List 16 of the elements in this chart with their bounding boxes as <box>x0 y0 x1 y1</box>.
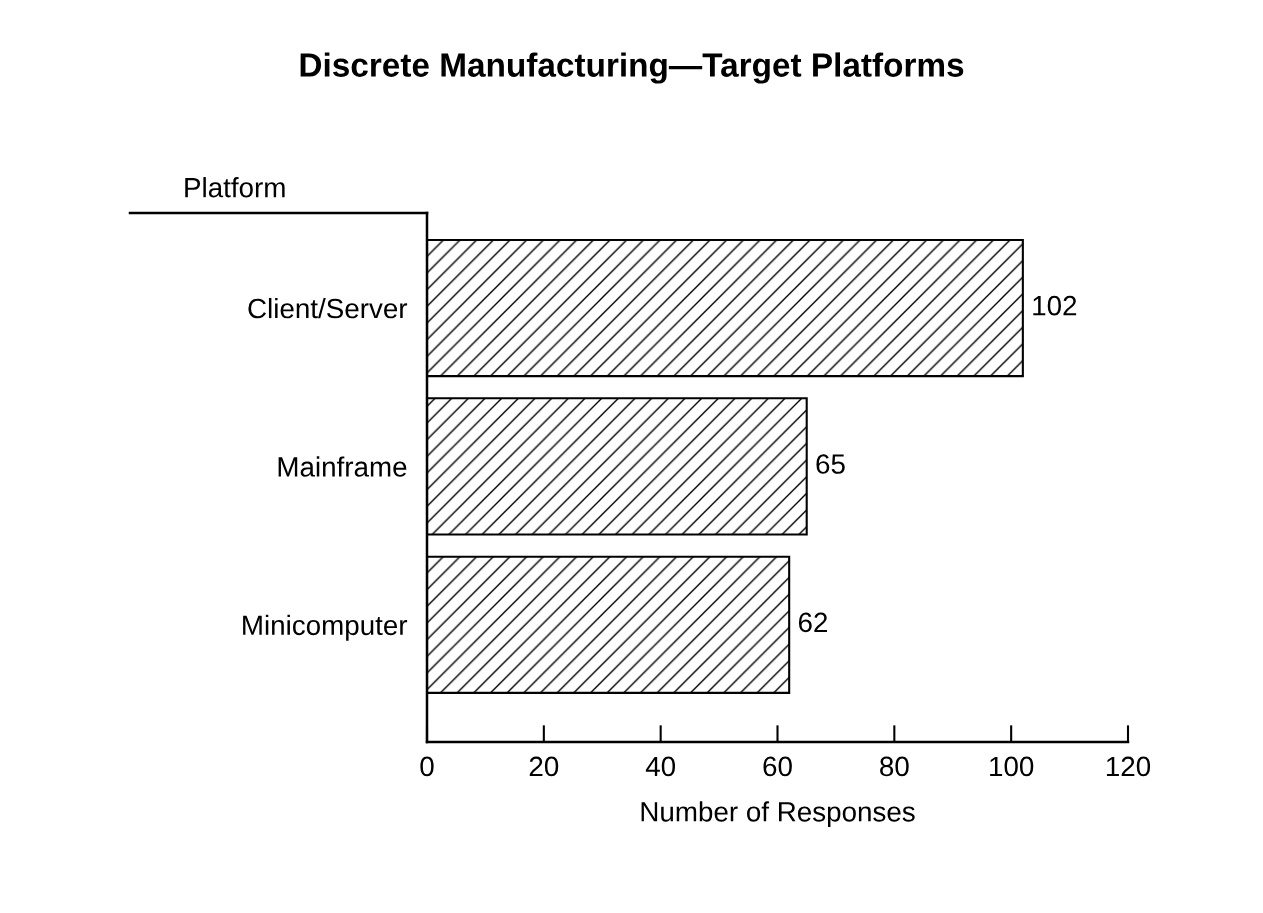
x-tick-label: 40 <box>645 756 676 777</box>
x-tick-label: 0 <box>420 756 434 777</box>
y-tick-label: Minicomputer <box>243 614 408 641</box>
y-axis-title: Platform <box>185 177 285 198</box>
x-tick-label: 100 <box>990 756 1034 777</box>
x-tick-label: 60 <box>763 756 792 777</box>
y-tick-label: Client/Server <box>248 297 408 319</box>
x-tick-label: 120 <box>1106 756 1151 777</box>
chart-title: Discrete Manufacturing—Target Platforms <box>300 52 964 84</box>
y-tick-label: Mainframe <box>278 456 407 477</box>
data-label: 102 <box>1033 295 1077 316</box>
data-label: 65 <box>816 454 845 474</box>
x-tick-label: 20 <box>529 756 559 777</box>
x-axis-title: Number of Responses <box>641 801 915 828</box>
data-label: 62 <box>798 612 828 633</box>
x-tick-label: 80 <box>880 756 909 777</box>
